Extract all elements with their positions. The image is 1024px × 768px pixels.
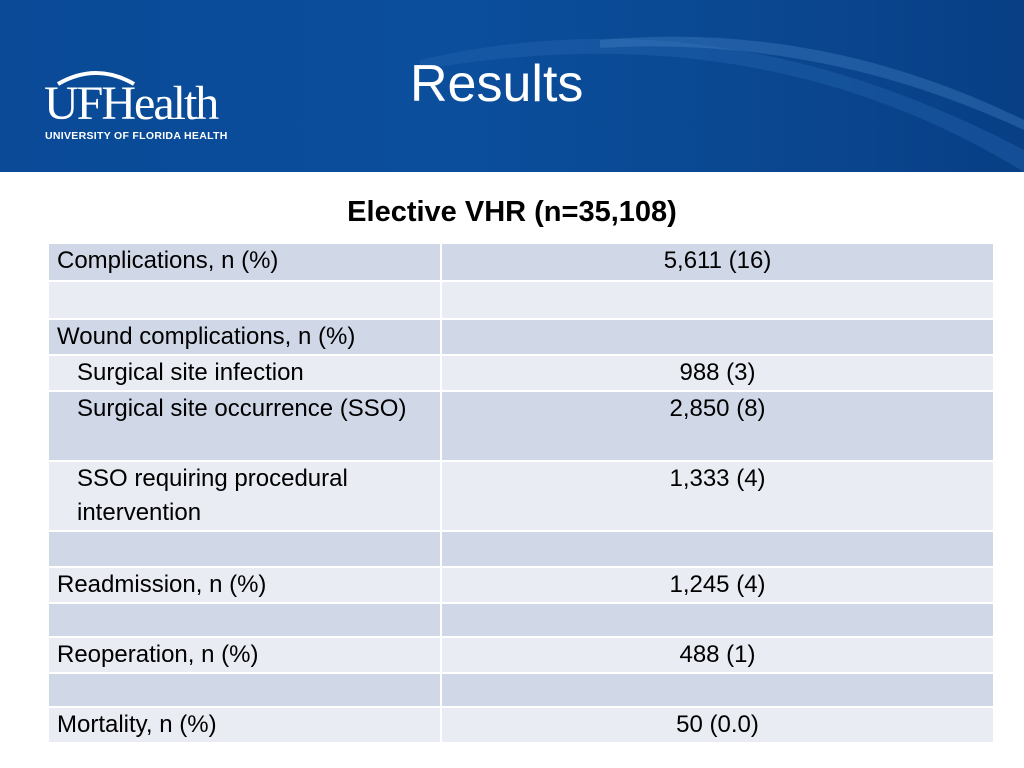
- row-label: Readmission, n (%): [47, 566, 442, 604]
- row-value: [440, 280, 995, 320]
- row-value: [440, 602, 995, 638]
- row-value: 50 (0.0): [440, 706, 995, 744]
- table-title: Elective VHR (n=35,108): [347, 196, 677, 228]
- logo-tagline: UNIVERSITY OF FLORIDA HEALTH: [45, 130, 228, 142]
- table-row: Mortality, n (%) 50 (0.0): [47, 706, 995, 744]
- row-label: Complications, n (%): [47, 242, 442, 282]
- row-value: [440, 318, 995, 356]
- header-banner: UFHealth UNIVERSITY OF FLORIDA HEALTH Re…: [0, 0, 1024, 172]
- table-row: Readmission, n (%) 1,245 (4): [47, 566, 995, 604]
- row-value: 2,850 (8): [440, 390, 995, 462]
- logo-arc-icon: [56, 71, 136, 86]
- table-row: [47, 672, 995, 708]
- results-table: Complications, n (%) 5,611 (16) Wound comp…: [47, 242, 995, 744]
- row-value: 5,611 (16): [440, 242, 995, 282]
- table-row: [47, 280, 995, 320]
- table-row: Wound complications, n (%): [47, 318, 995, 356]
- slide-title: Results: [410, 55, 584, 113]
- row-label: Wound complications, n (%): [47, 318, 442, 356]
- table-row: [47, 602, 995, 638]
- row-value: [440, 672, 995, 708]
- table-row: [47, 530, 995, 568]
- logo-wordmark: UFHealth: [44, 77, 219, 130]
- header-swoosh: [420, 36, 1024, 172]
- row-label: Surgical site occurrence (SSO): [47, 390, 442, 462]
- row-label: SSO requiring procedural intervention: [47, 460, 442, 532]
- uf-health-logo: UFHealth UNIVERSITY OF FLORIDA HEALTH: [44, 66, 244, 146]
- row-label: [47, 530, 442, 568]
- row-value: [440, 530, 995, 568]
- row-value: 1,333 (4): [440, 460, 995, 532]
- row-value: 1,245 (4): [440, 566, 995, 604]
- row-value: 988 (3): [440, 354, 995, 392]
- table-row: Surgical site occurrence (SSO) 2,850 (8): [47, 390, 995, 462]
- row-label: [47, 602, 442, 638]
- table-row: Surgical site infection 988 (3): [47, 354, 995, 392]
- table-row: SSO requiring procedural intervention 1,3…: [47, 460, 995, 532]
- row-value: 488 (1): [440, 636, 995, 674]
- row-label: Surgical site infection: [47, 354, 442, 392]
- row-label: Reoperation, n (%): [47, 636, 442, 674]
- row-label: [47, 280, 442, 320]
- table-row: Complications, n (%) 5,611 (16): [47, 242, 995, 282]
- table-row: Reoperation, n (%) 488 (1): [47, 636, 995, 674]
- row-label: Mortality, n (%): [47, 706, 442, 744]
- row-label: [47, 672, 442, 708]
